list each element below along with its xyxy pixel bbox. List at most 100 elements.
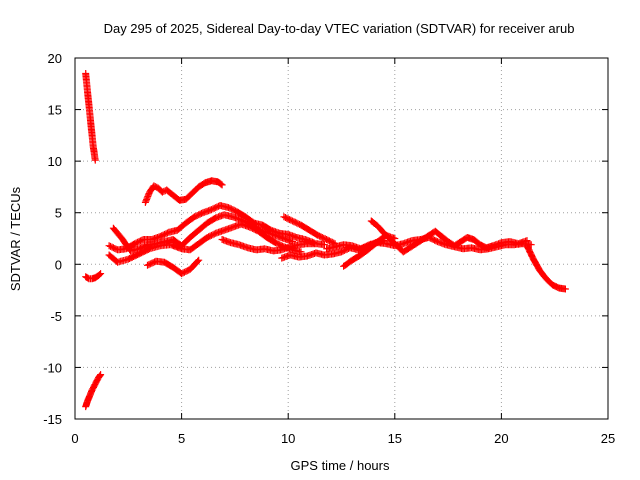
data-point	[87, 93, 89, 95]
data-point	[300, 224, 302, 226]
data-point	[402, 251, 404, 253]
data-point	[221, 239, 223, 241]
data-point	[157, 187, 159, 189]
data-point	[146, 244, 148, 246]
y-tick-label: -15	[43, 412, 62, 427]
data-point	[422, 239, 424, 241]
data-point	[172, 239, 174, 241]
data-point	[100, 374, 102, 376]
data-point	[283, 216, 285, 218]
data-point-markers	[82, 70, 99, 164]
data-point	[121, 238, 123, 239]
series-arc-e	[218, 236, 328, 255]
data-point	[85, 406, 87, 408]
data-point	[86, 83, 88, 85]
data-point	[236, 211, 238, 213]
data-point	[249, 226, 251, 228]
data-point	[479, 249, 481, 251]
series-arc-a	[105, 202, 318, 254]
data-point	[306, 255, 308, 257]
series-arc-d	[144, 256, 203, 278]
data-point	[88, 103, 90, 105]
data-point	[332, 253, 334, 255]
data-point	[473, 239, 475, 241]
data-points	[82, 70, 569, 411]
data-point	[558, 287, 560, 289]
data-point	[215, 232, 217, 234]
data-point-markers	[82, 371, 105, 411]
y-tick-label: -5	[50, 309, 62, 324]
data-point	[221, 184, 223, 186]
y-tick-label: 10	[48, 154, 62, 169]
data-point	[159, 235, 161, 237]
data-point	[428, 234, 430, 236]
data-point	[298, 244, 300, 246]
data-point	[85, 72, 87, 74]
data-point	[91, 389, 93, 391]
data-point	[289, 254, 291, 256]
data-point	[153, 185, 155, 187]
data-point	[223, 214, 225, 216]
y-tick-label: 5	[55, 206, 62, 221]
x-tick-label: 5	[178, 431, 185, 446]
data-point	[291, 220, 293, 222]
data-point	[281, 257, 283, 259]
data-point	[370, 220, 372, 222]
data-point	[274, 234, 276, 236]
data-point	[95, 381, 97, 383]
y-tick-label: -10	[43, 360, 62, 375]
data-point	[178, 199, 180, 201]
data-point	[434, 230, 436, 232]
data-point	[238, 244, 240, 246]
data-point	[323, 244, 325, 246]
data-point	[532, 258, 534, 260]
data-point	[445, 244, 447, 246]
data-point	[343, 265, 345, 267]
data-point	[94, 159, 96, 161]
data-point	[317, 234, 319, 236]
x-tick-label: 10	[281, 431, 295, 446]
series-arc-near-zero	[82, 270, 105, 283]
data-point	[257, 230, 259, 232]
data-point	[351, 259, 353, 261]
data-point	[266, 236, 268, 238]
data-point	[300, 251, 302, 253]
data-point	[168, 231, 170, 233]
y-tick-label: 0	[55, 257, 62, 272]
data-point	[383, 232, 385, 234]
data-point	[281, 249, 283, 251]
x-tick-label: 15	[388, 431, 402, 446]
series-arc-g	[280, 213, 339, 248]
data-point	[291, 241, 293, 243]
data-point	[202, 212, 204, 214]
data-point	[91, 278, 93, 280]
data-point	[198, 259, 200, 261]
series-arc-low	[82, 371, 105, 411]
data-point	[90, 124, 92, 126]
data-point	[485, 247, 487, 249]
data-point	[149, 191, 151, 193]
data-point	[88, 278, 90, 280]
data-point	[411, 240, 413, 242]
data-point	[193, 216, 195, 218]
data-point	[189, 249, 191, 251]
chart-title: Day 295 of 2025, Sidereal Day-to-day VTE…	[104, 21, 575, 36]
data-point	[210, 180, 212, 182]
data-point	[112, 227, 114, 229]
data-point	[142, 239, 144, 241]
data-point	[181, 248, 183, 250]
data-point	[390, 239, 392, 241]
data-point	[198, 229, 200, 231]
data-point	[146, 264, 148, 266]
data-point	[134, 243, 136, 245]
data-point	[517, 243, 519, 245]
data-point	[509, 241, 511, 243]
x-axis-label: GPS time / hours	[291, 458, 390, 473]
data-point	[298, 256, 300, 258]
data-point	[94, 277, 96, 279]
data-point	[460, 241, 462, 243]
series-arc-j	[367, 217, 531, 256]
data-point	[85, 276, 87, 278]
series-arc-c	[105, 220, 305, 266]
